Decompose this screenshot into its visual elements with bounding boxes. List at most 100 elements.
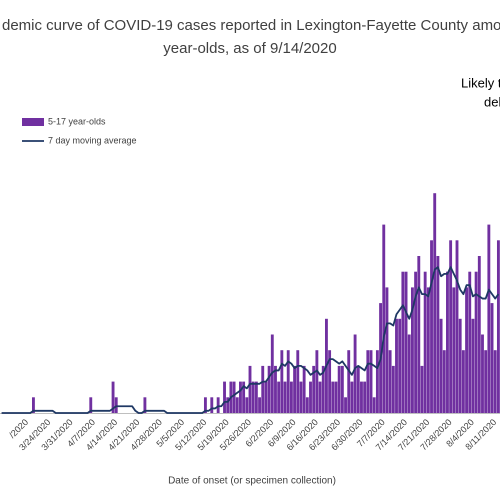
- bar: [203, 397, 207, 413]
- bar: [258, 397, 261, 413]
- bar: [331, 381, 335, 413]
- bar: [382, 224, 386, 413]
- bar: [436, 256, 440, 413]
- moving-average-line: [1, 266, 500, 414]
- bar: [216, 397, 220, 413]
- bar: [369, 350, 373, 413]
- annotation: Likely t: [461, 75, 500, 90]
- legend-swatch: [22, 118, 44, 126]
- bar: [299, 381, 303, 413]
- bar: [111, 381, 115, 413]
- bar: [226, 397, 230, 413]
- bar: [254, 381, 258, 413]
- bar: [471, 318, 475, 413]
- bar: [449, 240, 453, 413]
- bar: [420, 365, 424, 413]
- bar: [245, 397, 249, 413]
- bar: [302, 365, 306, 413]
- bar: [401, 271, 405, 413]
- bar: [407, 334, 411, 413]
- bar: [452, 287, 456, 413]
- bar: [267, 365, 271, 413]
- bar: [372, 397, 376, 413]
- bar: [461, 350, 465, 413]
- bar: [289, 381, 293, 413]
- bar: [248, 365, 252, 413]
- bar: [239, 381, 242, 413]
- bar: [235, 397, 239, 413]
- bar: [410, 287, 414, 413]
- bar: [430, 240, 433, 413]
- bar: [363, 381, 367, 413]
- bar: [337, 365, 341, 413]
- bar: [360, 381, 363, 413]
- bar: [340, 365, 344, 413]
- bar: [315, 350, 319, 413]
- bar: [251, 381, 255, 413]
- bar: [417, 256, 421, 413]
- bar: [353, 334, 357, 413]
- bar: [433, 193, 437, 413]
- bar: [423, 271, 427, 413]
- bar: [395, 318, 398, 413]
- bar: [442, 350, 446, 413]
- bar: [481, 334, 484, 413]
- bar: [274, 365, 277, 413]
- bar: [468, 271, 472, 413]
- bar: [404, 271, 408, 413]
- bar: [309, 381, 312, 413]
- bar: [32, 397, 35, 413]
- bar: [439, 318, 443, 413]
- bar: [458, 318, 462, 413]
- bar: [477, 256, 481, 413]
- bar: [283, 381, 287, 413]
- bar: [264, 381, 268, 413]
- bar: [318, 381, 322, 413]
- bar: [114, 397, 118, 413]
- bar: [296, 350, 300, 413]
- bar: [89, 397, 93, 413]
- bar: [232, 381, 236, 413]
- bar: [493, 350, 497, 413]
- bar: [277, 381, 281, 413]
- bar: [398, 318, 402, 413]
- bar: [375, 350, 379, 413]
- legend-label: 5-17 year-olds: [48, 116, 106, 126]
- bar: [261, 365, 265, 413]
- bar: [385, 287, 389, 413]
- bar: [426, 287, 430, 413]
- x-axis-title: Date of onset (or specimen collection): [168, 476, 336, 487]
- bar: [143, 397, 147, 413]
- bar: [347, 350, 351, 413]
- bar: [293, 365, 297, 413]
- bar: [484, 350, 488, 413]
- bar: [305, 397, 309, 413]
- bar: [286, 350, 290, 413]
- bar: [334, 381, 338, 413]
- bar: [388, 350, 392, 413]
- bar: [487, 224, 491, 413]
- chart-title: year-olds, as of 9/14/2020: [163, 40, 336, 57]
- bar: [350, 381, 354, 413]
- chart-title: demic curve of COVID-19 cases reported i…: [2, 17, 500, 34]
- bar: [280, 350, 284, 413]
- bar: [391, 365, 395, 413]
- bar: [490, 303, 494, 413]
- bar: [321, 365, 325, 413]
- bar: [474, 271, 478, 413]
- bar: [465, 287, 468, 413]
- bar: [446, 271, 449, 413]
- bar: [344, 397, 347, 413]
- bar: [210, 397, 214, 413]
- bar: [366, 350, 370, 413]
- legend-label: 7 day moving average: [48, 135, 137, 145]
- bar: [328, 350, 332, 413]
- bar: [455, 240, 459, 413]
- bar: [356, 365, 360, 413]
- annotation: del: [484, 94, 500, 109]
- bar: [312, 365, 316, 413]
- bar: [223, 381, 226, 413]
- bar: [414, 271, 418, 413]
- bar: [242, 381, 246, 413]
